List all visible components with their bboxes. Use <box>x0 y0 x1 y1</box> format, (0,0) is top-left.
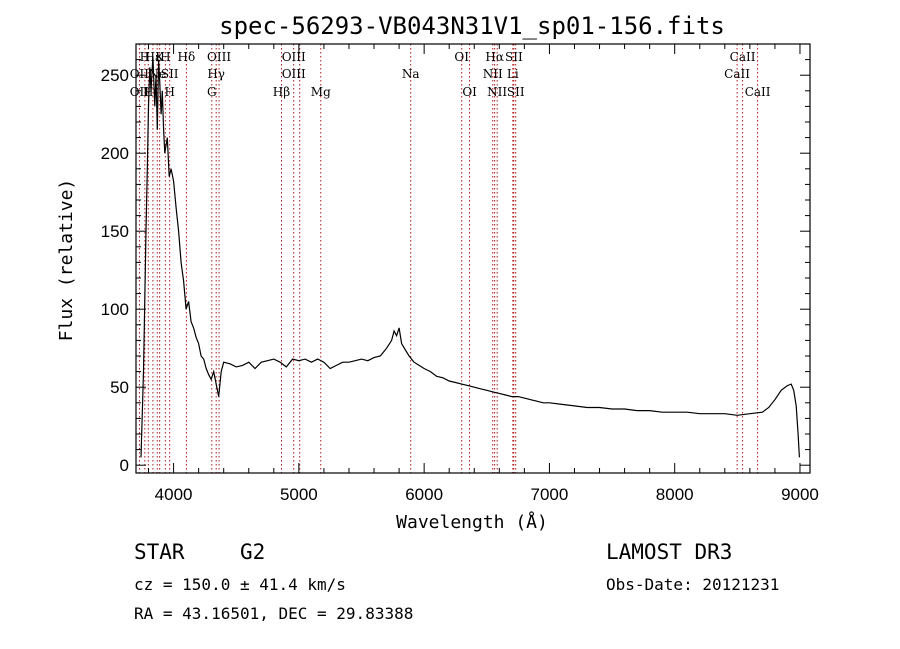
redshift-cz: cz = 150.0 ± 41.4 km/s <box>134 575 346 594</box>
line-label: H <box>164 85 174 99</box>
x-tick-label: 7000 <box>531 485 569 504</box>
line-label: SII <box>161 67 179 81</box>
line-label: OII <box>130 67 150 81</box>
y-tick-label: 250 <box>101 66 129 85</box>
line-label: K <box>155 50 165 64</box>
x-tick-label: 9000 <box>781 485 819 504</box>
plot-frame <box>135 43 811 474</box>
line-label: OIII <box>207 50 231 64</box>
line-label: Hγ <box>207 67 225 81</box>
line-label: H <box>140 50 150 64</box>
line-label: Hα <box>485 50 504 64</box>
line-label: Mg <box>311 85 331 99</box>
line-label: CaII <box>730 50 756 64</box>
line-label: OI <box>454 50 469 64</box>
line-label: OIII <box>282 67 306 81</box>
line-label: Li <box>507 67 519 81</box>
line-label: CaII <box>724 67 750 81</box>
line-label: Hβ <box>273 85 290 99</box>
line-label: SII <box>505 50 523 64</box>
object-subclass: G2 <box>240 540 265 564</box>
line-label: Na <box>402 67 420 81</box>
observation-date: Obs-Date: 20121231 <box>606 575 779 594</box>
line-label: H <box>160 50 170 64</box>
coordinates: RA = 43.16501, DEC = 29.83388 <box>134 604 413 623</box>
chart-title: spec-56293-VB043N31V1_sp01-156.fits <box>219 12 725 40</box>
x-tick-label: 6000 <box>405 485 443 504</box>
x-axis-ticks: 4000 5000 6000 7000 8000 9000 <box>148 44 819 504</box>
x-axis-label: Wavelength (Å) <box>396 511 548 533</box>
y-tick-label: 100 <box>101 300 129 319</box>
x-tick-label: 5000 <box>280 485 318 504</box>
x-tick-label: 8000 <box>656 485 694 504</box>
line-label: G <box>207 85 217 99</box>
y-tick-label: 200 <box>101 144 129 163</box>
x-tick-label: 4000 <box>155 485 193 504</box>
line-label: NII <box>483 67 503 81</box>
y-tick-label: 50 <box>110 378 129 397</box>
y-tick-label: 150 <box>101 222 129 241</box>
line-label: H <box>143 85 153 99</box>
line-label: OIII <box>282 50 306 64</box>
line-label: Ne <box>148 67 166 81</box>
line-label: CaII <box>745 85 771 99</box>
line-label: SII <box>507 85 525 99</box>
line-label: OII <box>130 85 150 99</box>
y-tick-label: 0 <box>120 456 129 475</box>
emission-line-markers <box>138 44 759 473</box>
survey-name: LAMOST DR3 <box>606 540 732 564</box>
y-axis-ticks: 0 50 100 150 200 250 <box>101 59 810 475</box>
line-label: OI <box>462 85 477 99</box>
object-class: STAR <box>134 540 185 564</box>
line-label: NII <box>487 85 507 99</box>
y-axis-label: Flux (relative) <box>56 179 77 342</box>
line-label: Hδ <box>178 50 196 64</box>
spectrum-line <box>140 56 800 458</box>
